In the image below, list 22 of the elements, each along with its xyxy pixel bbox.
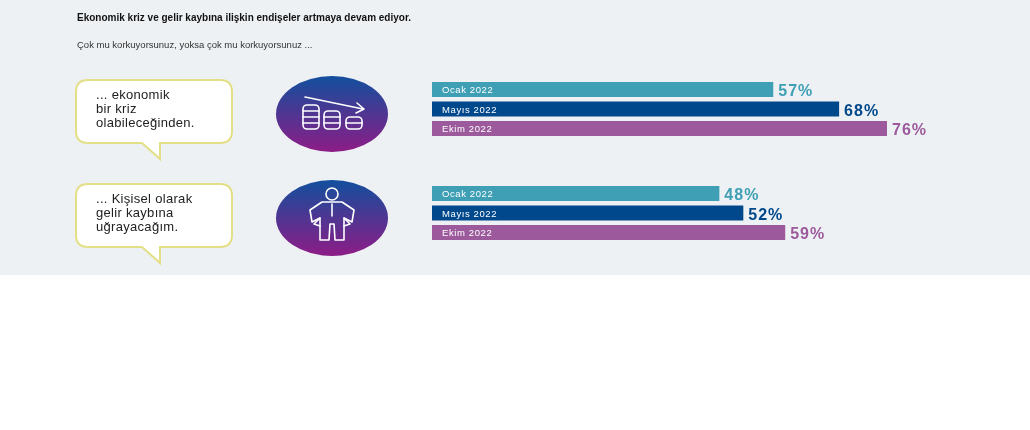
text: Mayıs 2022 [442,207,498,219]
data-label: 76% [892,121,928,138]
text: Ocak 2022 [442,188,494,199]
series-label: Ocak 2022 [442,84,494,95]
series-label: Ekim 2022 [442,123,493,134]
data-label: 48% [724,186,760,203]
y-tick-label: ... ekonomik bir kriz olabileceğinden. [96,87,195,130]
bar [432,121,887,136]
bar [432,101,840,117]
data-label: 68% [844,101,880,119]
text: Ekim 2022 [442,227,493,238]
data-label: 57% [778,82,814,99]
bar [432,82,774,97]
bar [432,186,720,201]
data-label: 59% [790,225,826,242]
text: Çok mu korkuyorsunuz, yoksa çok mu korkuyorsunuz ... [77,39,313,50]
bar [432,225,786,240]
bar [432,205,744,221]
text: Ekonomik kriz ve gelir kaybına ilişkin endişeler artmaya devam ediyor. [77,12,412,23]
y-tick-label: ... Kişisel olarak gelir kaybına uğrayacağım. [96,191,193,234]
series-label: Mayıs 2022 [442,103,498,115]
data-label: 52% [748,205,784,223]
